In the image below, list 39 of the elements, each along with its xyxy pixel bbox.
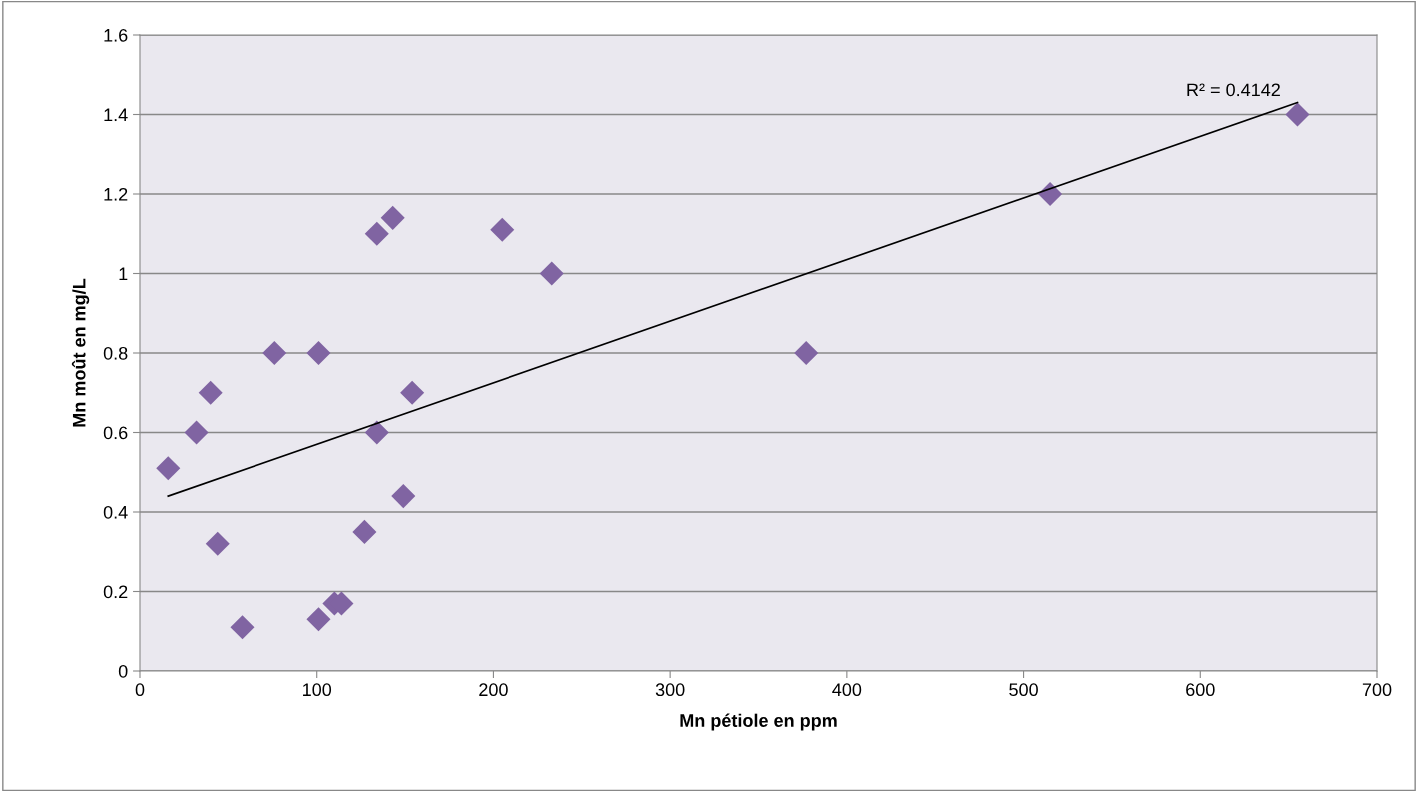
point (490, 217, 515, 242)
y-axis-title: Mn moût en mg/L (71, 278, 90, 427)
point (198, 380, 223, 405)
point (262, 340, 287, 366)
point (364, 420, 389, 445)
point (184, 420, 209, 445)
point (539, 261, 564, 286)
point (352, 519, 377, 544)
y-tick-label: 0.2 (103, 585, 128, 599)
point (1038, 181, 1063, 207)
y-tick-label: 0 (118, 664, 128, 678)
point (391, 484, 416, 509)
x-tick-label: 400 (832, 683, 862, 697)
y-tick-label: 1.6 (104, 28, 128, 42)
point (230, 615, 255, 640)
point (380, 205, 405, 230)
point (400, 380, 425, 405)
point (364, 221, 389, 246)
x-tick-label: 200 (479, 683, 508, 697)
x-tick-label: 500 (1009, 683, 1038, 697)
point (205, 531, 230, 556)
y-tick-label: 0.4 (103, 505, 128, 519)
x-axis-title: Mn pétiole en ppm (680, 713, 837, 731)
annotation: R² = 0.4142 (1187, 83, 1280, 97)
y-tick-label: 1.4 (104, 108, 128, 122)
x-tick-label: 100 (303, 683, 332, 697)
point (1285, 102, 1310, 127)
y-tick-label: 1.2 (104, 187, 128, 201)
x-tick-label: 0 (135, 683, 145, 697)
point (156, 456, 181, 481)
point (306, 607, 331, 632)
point (306, 340, 331, 366)
point (794, 340, 819, 366)
x-tick-label: 700 (1362, 683, 1392, 697)
y-tick-label: 1 (119, 267, 128, 281)
y-tick-label: 0.6 (103, 426, 128, 440)
x-tick-label: 300 (655, 683, 685, 697)
y-tick-label: 0.8 (103, 346, 128, 360)
x-tick-label: 600 (1186, 683, 1215, 697)
